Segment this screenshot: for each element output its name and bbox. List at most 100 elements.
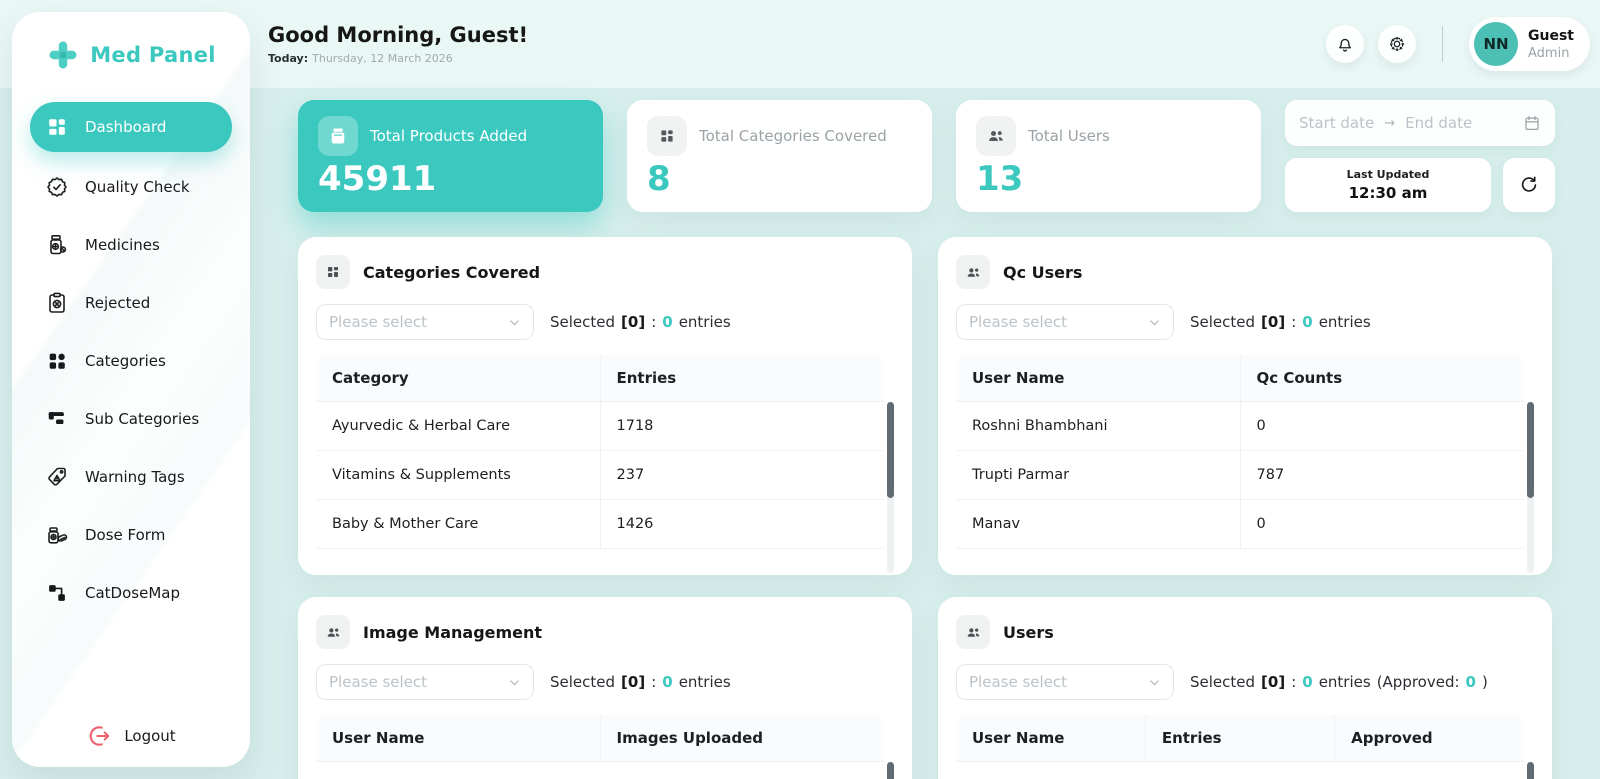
qc-users-table: User Name Qc Counts Roshni Bhambhani 0 Tru… — [956, 355, 1534, 575]
table-scrollbar[interactable] — [1527, 762, 1534, 779]
users-icon — [316, 615, 350, 649]
user-info: Guest Admin — [1528, 28, 1574, 61]
table-row: Ayurvedic & Herbal Care 1718 — [316, 401, 884, 451]
chevron-down-icon — [508, 676, 521, 689]
sidebar-item-quality-check[interactable]: Quality Check — [30, 164, 232, 210]
table-cell: 787 — [1239, 450, 1524, 500]
column-header: Approved — [1334, 715, 1524, 762]
sidebar-item-label: Dose Form — [85, 526, 166, 544]
chevron-down-icon — [1148, 316, 1161, 329]
column-header: Entries — [599, 355, 884, 402]
table-row: Manav 0 — [956, 499, 1524, 549]
notifications-button[interactable] — [1326, 25, 1365, 63]
table-cell: 0 — [1239, 401, 1524, 451]
stat-label: Total Products Added — [370, 127, 528, 145]
sidebar-item-label: Quality Check — [85, 178, 190, 196]
table-scrollbar[interactable] — [887, 402, 894, 573]
stat-label: Total Categories Covered — [699, 127, 887, 145]
logout-button[interactable]: Logout — [12, 723, 250, 749]
sidebar-item-dashboard[interactable]: Dashboard — [30, 102, 232, 152]
quality-badge-icon — [44, 175, 70, 199]
app-logo: Med Panel — [30, 38, 232, 72]
dose-form-icon — [44, 523, 70, 547]
panel-title: Categories Covered — [363, 262, 541, 282]
colon: : — [651, 673, 657, 691]
table-cell: Vitamins & Supplements — [316, 450, 600, 500]
sidebar-item-medicines[interactable]: Medicines — [30, 222, 232, 268]
sidebar-item-categories[interactable]: Categories — [30, 338, 232, 384]
scrollbar-thumb[interactable] — [1527, 762, 1534, 779]
categories-select[interactable]: Please select — [316, 304, 534, 340]
scrollbar-thumb[interactable] — [1527, 402, 1534, 498]
today-label: Today: — [268, 52, 309, 65]
entries-label: entries — [678, 313, 731, 331]
table-header-row: User Name Qc Counts — [956, 355, 1524, 402]
column-header: Entries — [1144, 715, 1335, 762]
table-cell: Roshni Bhambhani — [956, 401, 1240, 451]
selected-entries-line: Selected [0] : 0 entries — [550, 673, 731, 691]
stat-card-total-users: Total Users 13 — [956, 100, 1261, 212]
categories-table: Category Entries Ayurvedic & Herbal Care… — [316, 355, 894, 575]
refresh-button[interactable] — [1503, 158, 1555, 212]
column-header: User Name — [316, 715, 600, 762]
entries-count: 0 — [662, 673, 673, 691]
medical-cross-icon — [46, 38, 80, 72]
user-menu[interactable]: NN Guest Admin — [1469, 17, 1590, 71]
image-management-select[interactable]: Please select — [316, 664, 534, 700]
grid-icon — [316, 255, 350, 289]
date-filter-column: Start date → End date Last Updated 12:30… — [1285, 100, 1555, 212]
qc-users-select[interactable]: Please select — [956, 304, 1174, 340]
column-header: Images Uploaded — [599, 715, 884, 762]
colon: : — [651, 313, 657, 331]
scrollbar-thumb[interactable] — [887, 402, 894, 498]
selected-bracket: [0] — [1261, 313, 1286, 331]
approved-count: 0 — [1465, 673, 1476, 691]
sidebar-nav: Dashboard Quality Check — [30, 102, 232, 616]
panel-users: Users Please select Selected [0] : 0 ent… — [938, 597, 1552, 779]
table-cell: Trupti Parmar — [956, 450, 1240, 500]
dashboard-grid-icon — [44, 116, 70, 138]
table-cell: 1426 — [599, 499, 884, 549]
table-cell: 237 — [599, 450, 884, 500]
selected-entries-line: Selected [0] : 0 entries — [550, 313, 731, 331]
users-icon — [956, 615, 990, 649]
table-cell: Manav — [956, 499, 1240, 549]
sidebar-item-dose-form[interactable]: Dose Form — [30, 512, 232, 558]
sidebar-item-label: Rejected — [85, 294, 151, 312]
table-scrollbar[interactable] — [887, 762, 894, 779]
table-header-row: User Name Images Uploaded — [316, 715, 884, 762]
selected-label: Selected — [550, 313, 616, 331]
last-updated-value: 12:30 am — [1348, 184, 1428, 202]
sidebar-item-catdosemap[interactable]: CatDoseMap — [30, 570, 232, 616]
start-date-placeholder: Start date — [1299, 114, 1375, 132]
date-range-input[interactable]: Start date → End date — [1285, 100, 1555, 146]
sidebar-item-label: Warning Tags — [85, 468, 185, 486]
sidebar-item-sub-categories[interactable]: Sub Categories — [30, 396, 232, 442]
settings-button[interactable] — [1378, 25, 1417, 63]
sidebar: Med Panel Dashboard — [12, 12, 250, 767]
selected-entries-line: Selected [0] : 0 entries — [1190, 313, 1371, 331]
calendar-icon — [1523, 114, 1541, 132]
colon: : — [1291, 673, 1297, 691]
catdosemap-flow-icon — [44, 583, 70, 603]
table-header-row: User Name Entries Approved — [956, 715, 1524, 762]
entries-label: entries — [1318, 313, 1371, 331]
scrollbar-thumb[interactable] — [887, 762, 894, 779]
users-select[interactable]: Please select — [956, 664, 1174, 700]
page-title: Good Morning, Guest! — [268, 23, 529, 47]
range-arrow-icon: → — [1384, 115, 1396, 131]
sidebar-item-rejected[interactable]: Rejected — [30, 280, 232, 326]
avatar: NN — [1474, 22, 1519, 66]
stat-card-total-categories: Total Categories Covered 8 — [627, 100, 932, 212]
sidebar-item-warning-tags[interactable]: Warning Tags — [30, 454, 232, 500]
sidebar-item-label: Medicines — [85, 236, 160, 254]
table-cell: Ayurvedic & Herbal Care — [316, 401, 600, 451]
end-date-placeholder: End date — [1405, 114, 1473, 132]
selected-label: Selected — [550, 673, 616, 691]
sidebar-item-label: Categories — [85, 352, 166, 370]
medicine-bottle-icon — [44, 233, 70, 257]
table-scrollbar[interactable] — [1527, 402, 1534, 573]
logout-label: Logout — [124, 727, 176, 745]
today-value: Thursday, 12 March 2026 — [312, 52, 453, 65]
users-icon — [976, 116, 1016, 156]
